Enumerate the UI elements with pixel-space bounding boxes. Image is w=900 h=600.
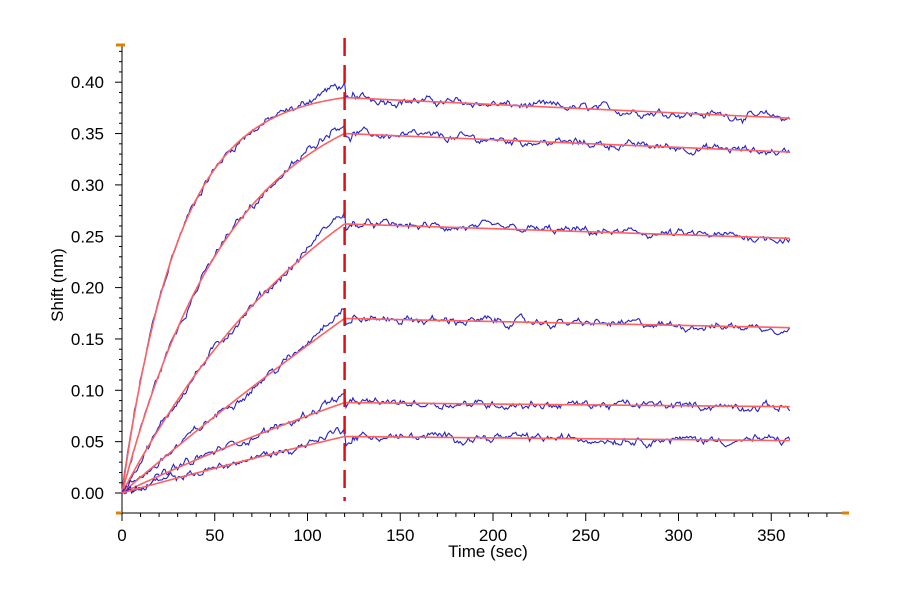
fit-curve-dissociation [344, 317, 790, 329]
y-tick-label: 0.15 [71, 330, 104, 349]
fit-curve-dissociation [344, 401, 790, 408]
x-tick-label: 300 [664, 526, 692, 545]
y-tick-label: 0.30 [71, 176, 104, 195]
y-tick-label: 0.25 [71, 227, 104, 246]
fit-curve-association [121, 435, 345, 494]
curves [121, 81, 791, 495]
y-tick-label: 0.20 [71, 279, 104, 298]
x-tick-label: 150 [386, 526, 414, 545]
fit-curve-association [121, 317, 346, 494]
x-axis-title: Time (sec) [448, 542, 528, 561]
fit-curve-association [121, 132, 345, 494]
fit-curve-dissociation [344, 435, 790, 442]
fit-curve-dissociation [344, 132, 790, 153]
fit-curve-dissociation [344, 96, 790, 119]
x-tick-label: 0 [117, 526, 126, 545]
x-tick-label: 100 [293, 526, 321, 545]
y-tick-label: 0.05 [71, 433, 104, 452]
x-tick-label: 250 [572, 526, 600, 545]
axes: 0.00 0.05 0.10 0.15 0.20 0.25 0.30 0.35 0.40 0 50 1… [71, 43, 849, 545]
fit-curve-dissociation [344, 223, 790, 240]
y-axis-title: Shift (nm) [48, 248, 67, 322]
y-tick-label: 0.35 [71, 125, 104, 144]
fit-curve-association [121, 223, 346, 494]
data-curve [121, 81, 791, 494]
fit-curve-association [121, 401, 345, 494]
y-tick-label: 0.00 [71, 484, 104, 503]
y-tick-label: 0.40 [71, 73, 104, 92]
data-curve [121, 392, 791, 494]
x-tick-label: 350 [757, 526, 785, 545]
x-tick-label: 200 [479, 526, 507, 545]
x-tick-label: 50 [205, 526, 224, 545]
y-tick-label: 0.10 [71, 381, 104, 400]
fit-curve-association [121, 96, 345, 494]
